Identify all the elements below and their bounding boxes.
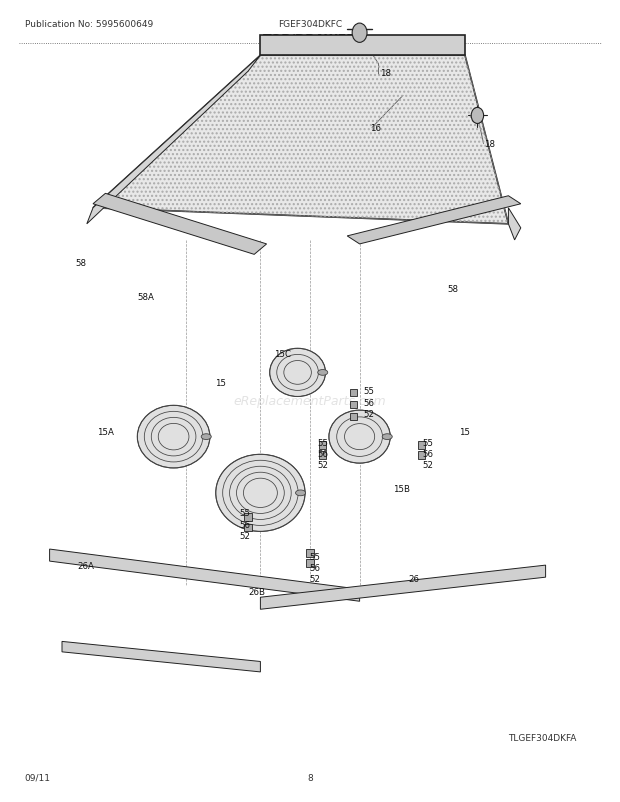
Text: 58A: 58A xyxy=(137,292,154,302)
FancyBboxPatch shape xyxy=(418,452,425,460)
FancyBboxPatch shape xyxy=(350,401,357,409)
Text: 56: 56 xyxy=(239,520,250,529)
FancyBboxPatch shape xyxy=(319,452,326,460)
FancyBboxPatch shape xyxy=(306,559,314,567)
Text: TLGEF304DKFA: TLGEF304DKFA xyxy=(508,733,577,742)
Text: 52: 52 xyxy=(317,460,328,470)
FancyBboxPatch shape xyxy=(350,389,357,397)
Text: 8: 8 xyxy=(307,773,313,782)
Ellipse shape xyxy=(329,411,391,464)
Text: 16: 16 xyxy=(370,124,381,133)
Text: 52: 52 xyxy=(422,460,433,470)
FancyBboxPatch shape xyxy=(319,441,326,449)
Polygon shape xyxy=(50,549,360,602)
Ellipse shape xyxy=(296,490,306,496)
Polygon shape xyxy=(93,194,267,255)
Text: 26B: 26B xyxy=(249,587,266,597)
Circle shape xyxy=(352,24,367,43)
Text: 56: 56 xyxy=(422,449,433,459)
Polygon shape xyxy=(93,56,508,225)
FancyBboxPatch shape xyxy=(244,524,252,532)
Text: eReplacementParts.com: eReplacementParts.com xyxy=(234,395,386,407)
Text: 52: 52 xyxy=(363,409,374,419)
Text: 55: 55 xyxy=(239,508,250,518)
Text: 52: 52 xyxy=(309,574,321,584)
Text: 55: 55 xyxy=(363,387,374,396)
Circle shape xyxy=(471,108,484,124)
Ellipse shape xyxy=(317,370,328,376)
Text: 15: 15 xyxy=(215,379,226,388)
FancyBboxPatch shape xyxy=(418,441,425,449)
Text: 18: 18 xyxy=(484,140,495,149)
FancyBboxPatch shape xyxy=(350,413,357,421)
Polygon shape xyxy=(62,642,260,672)
FancyBboxPatch shape xyxy=(306,549,314,557)
Text: TOP/DRAWER: TOP/DRAWER xyxy=(263,32,357,45)
Text: 56: 56 xyxy=(309,563,321,573)
Ellipse shape xyxy=(216,455,305,532)
Text: 55: 55 xyxy=(422,438,433,448)
Ellipse shape xyxy=(270,349,326,397)
Polygon shape xyxy=(260,36,465,56)
Text: 56: 56 xyxy=(317,449,328,459)
Text: 26: 26 xyxy=(409,574,420,584)
Polygon shape xyxy=(260,565,546,610)
Text: Publication No: 5995600649: Publication No: 5995600649 xyxy=(25,20,153,29)
Text: 26A: 26A xyxy=(77,561,94,570)
Ellipse shape xyxy=(138,406,210,468)
Text: 18: 18 xyxy=(380,69,391,79)
Ellipse shape xyxy=(202,434,211,440)
Polygon shape xyxy=(347,196,521,245)
Text: 52: 52 xyxy=(239,531,250,541)
Text: 55: 55 xyxy=(317,438,328,448)
Ellipse shape xyxy=(382,434,392,440)
Polygon shape xyxy=(508,209,521,241)
Text: 15B: 15B xyxy=(393,484,410,494)
Text: 15A: 15A xyxy=(97,427,114,436)
Text: 09/11: 09/11 xyxy=(25,773,51,782)
Text: 56: 56 xyxy=(363,398,374,407)
Text: 15C: 15C xyxy=(273,350,291,359)
Text: 58: 58 xyxy=(75,258,86,268)
Polygon shape xyxy=(87,56,260,225)
Text: 55: 55 xyxy=(309,552,321,561)
Text: 58: 58 xyxy=(447,284,458,294)
Text: FGEF304DKFC: FGEF304DKFC xyxy=(278,20,342,29)
Text: 15: 15 xyxy=(459,427,471,436)
FancyBboxPatch shape xyxy=(244,513,252,521)
